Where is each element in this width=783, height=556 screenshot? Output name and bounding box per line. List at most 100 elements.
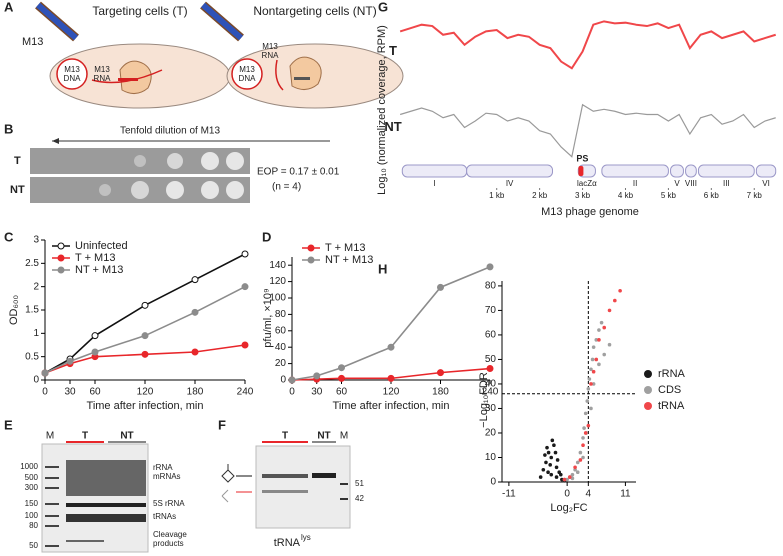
cas-complex (289, 56, 322, 90)
gel-band (66, 503, 146, 507)
rna-label: M13 (262, 42, 278, 51)
gene-label: I (433, 179, 435, 188)
coverage-line (399, 20, 777, 70)
gene-label: IV (506, 179, 514, 188)
gene-label: VIII (685, 179, 697, 188)
data-point (553, 450, 558, 455)
track-label: NT (384, 119, 401, 134)
size-label: 42 (355, 494, 364, 503)
legend-marker (57, 254, 65, 262)
eop-label: EOP = 0.17 ± 0.01 (257, 167, 340, 178)
phage (36, 2, 78, 41)
x-tick-label: 4 (586, 489, 592, 500)
ladder-band (45, 487, 59, 489)
y-tick-label: 1 (33, 328, 39, 339)
data-point (91, 332, 99, 340)
plaque-spot (201, 181, 219, 199)
legend-label: rRNA (658, 368, 686, 380)
panel-label: E (4, 417, 13, 432)
gel-annotation: tRNAs (153, 512, 176, 521)
panel-a (35, 1, 404, 109)
dna-circle (231, 58, 263, 90)
dna-label: DNA (64, 74, 82, 83)
gel-band (262, 474, 308, 478)
legend-label: T + M13 (75, 252, 115, 264)
data-point (541, 467, 546, 472)
data-point (544, 460, 548, 465)
data-point (581, 455, 585, 460)
y-tick-label: 50 (485, 354, 497, 365)
plaque-spot (167, 153, 183, 169)
cell-title: Nontargeting cells (NT) (253, 4, 376, 18)
data-point (543, 453, 547, 457)
data-point (387, 374, 395, 382)
gel-annotation: 5S rRNA (153, 499, 185, 508)
phage (201, 2, 243, 41)
panel-e (41, 441, 149, 553)
y-tick-label: 0 (33, 375, 39, 386)
ladder-label: 300 (25, 483, 39, 492)
gene-label: V (674, 179, 680, 188)
data-point (589, 367, 593, 372)
x-tick-label: 180 (432, 387, 449, 398)
gene (755, 164, 777, 178)
ladder-band (340, 483, 348, 485)
data-point (570, 472, 575, 477)
legend-label: T + M13 (325, 242, 365, 254)
gene-label: VI (762, 179, 770, 188)
y-tick-label: 140 (269, 260, 286, 271)
data-point (578, 450, 583, 455)
y-tick-label: 0 (490, 477, 496, 488)
ladder-band (45, 466, 59, 468)
data-point (552, 443, 556, 448)
track-label: T (389, 43, 397, 58)
gel-annotation: products (153, 539, 184, 548)
panel-label: A (4, 0, 14, 14)
dilution-label: Tenfold dilution of M13 (120, 126, 221, 137)
data-point (597, 362, 601, 367)
data-point (91, 348, 99, 356)
plaque-spot (201, 152, 219, 170)
gel-band (66, 514, 146, 522)
rna-strand (275, 59, 284, 91)
lane-label: NT (120, 431, 133, 442)
gel-annotation: Cleavage (153, 530, 187, 539)
dna-label: DNA (239, 74, 257, 83)
rna-label: RNA (262, 51, 280, 60)
y-tick-label: 3 (33, 235, 39, 246)
ladder-band (45, 525, 59, 527)
data-point (586, 387, 591, 391)
site-marker (578, 166, 584, 176)
y-axis-label: Log₁₀ (normalized coverage, RPM) (376, 25, 388, 195)
y-tick-label: 2.5 (25, 258, 39, 269)
gel (255, 445, 351, 529)
dna-label: M13 (64, 65, 80, 74)
size-label: 51 (355, 479, 364, 488)
x-tick-label: 2 kb (532, 191, 548, 200)
data-point (581, 436, 585, 440)
arrow-head (52, 138, 59, 144)
gel-name-sup: lys (301, 533, 311, 542)
data-point (591, 382, 596, 386)
data-point (586, 423, 591, 428)
data-point (141, 350, 149, 358)
rna-label: M13 (94, 65, 110, 74)
x-axis-label: Time after infection, min (87, 400, 204, 412)
y-tick-label: 0 (280, 375, 286, 386)
ladder-band (45, 545, 59, 547)
data-point (597, 328, 601, 332)
data-point (338, 374, 345, 382)
y-axis-label: OD₆₀₀ (8, 295, 20, 325)
gene (685, 164, 697, 178)
gene-label: III (723, 179, 730, 188)
ladder-band (45, 515, 59, 517)
data-point (191, 348, 199, 356)
data-point (546, 470, 550, 474)
rna-strand (91, 69, 163, 84)
gene (401, 164, 468, 178)
y-tick-label: 70 (485, 305, 497, 316)
site-label: PS (576, 153, 588, 163)
x-tick-label: 0 (564, 489, 570, 500)
y-tick-label: 20 (275, 358, 287, 369)
